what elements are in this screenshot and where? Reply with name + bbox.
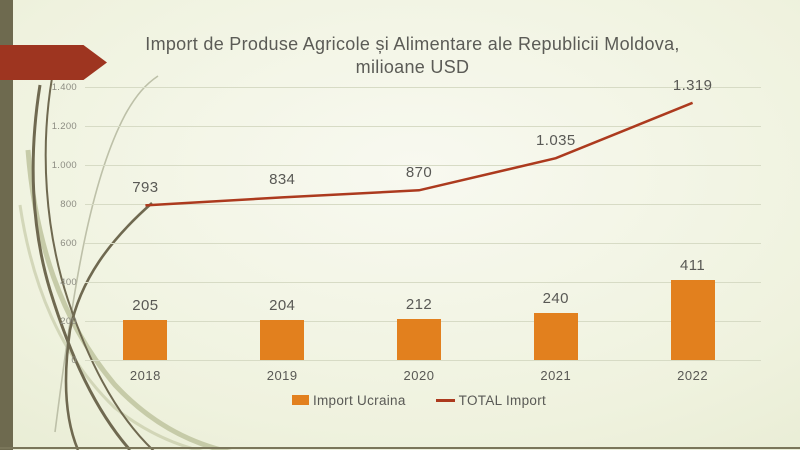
legend-item-total-import: TOTAL Import (435, 392, 547, 408)
y-axis-tick-label: 1.200 (51, 120, 77, 132)
y-axis-tick-label: 1.000 (51, 159, 77, 171)
legend-label-total-import: TOTAL Import (458, 392, 547, 408)
line-point-label: 870 (405, 164, 433, 182)
line-point-label: 793 (132, 179, 159, 197)
gridline (85, 282, 761, 283)
y-axis-tick-label: 0 (71, 354, 77, 366)
legend-swatch-line (435, 398, 455, 402)
slide-title-line2: milioane USD (355, 57, 470, 77)
bar-2021 (533, 313, 578, 360)
gridline (85, 204, 761, 205)
bar-value-label: 240 (542, 290, 569, 308)
y-axis-tick-label: 1.400 (51, 81, 77, 93)
grass-curve-dark-3 (44, 77, 155, 450)
gridline (85, 243, 761, 244)
grass-curve-light-2 (18, 204, 204, 450)
chart-legend: Import Ucraina TOTAL Import (77, 391, 761, 409)
x-axis-tick-label: 2018 (129, 368, 161, 383)
legend-item-import-ucraina: Import Ucraina (291, 392, 406, 408)
x-axis-tick-label: 2020 (403, 368, 435, 383)
gridline (85, 126, 761, 127)
bar-2022 (670, 279, 715, 360)
bar-value-label: 205 (132, 297, 159, 314)
bar-value-label: 411 (680, 256, 706, 274)
left-edge-accent-bar (0, 0, 13, 450)
slide-title: Import de Produse Agricole și Alimentare… (60, 33, 765, 79)
line-point-label: 1.319 (672, 76, 713, 94)
y-axis-tick-label: 800 (60, 198, 77, 210)
gridline (85, 87, 761, 88)
bar-value-label: 204 (269, 297, 296, 315)
grass-curve-dark-2 (31, 84, 132, 450)
gridline (85, 165, 761, 166)
x-axis-tick-label: 2021 (540, 368, 572, 383)
bar-2018 (123, 320, 168, 360)
grass-curve-faint (54, 75, 159, 433)
grass-curve-dark-1 (64, 202, 153, 450)
x-axis-tick-label: 2022 (677, 368, 709, 383)
y-axis-tick-label: 600 (60, 237, 77, 249)
legend-label-import-ucraina: Import Ucraina (312, 392, 406, 408)
y-axis-tick-label: 200 (60, 315, 77, 327)
y-axis-tick-label: 400 (60, 276, 77, 288)
line-point-label: 834 (269, 171, 296, 189)
legend-swatch-bar (291, 395, 309, 405)
bar-value-label: 212 (405, 295, 433, 313)
line-point-label: 1.035 (536, 132, 576, 150)
grass-curve-light-1 (25, 149, 233, 450)
gridline (85, 360, 761, 361)
slide-title-line1: Import de Produse Agricole și Alimentare… (145, 34, 680, 54)
x-axis-tick-label: 2019 (266, 368, 298, 383)
red-arrow-accent (0, 45, 107, 80)
bar-2020 (397, 318, 441, 360)
bar-2019 (260, 320, 305, 360)
total-import-line (145, 101, 694, 207)
bottom-edge-line (0, 447, 800, 449)
